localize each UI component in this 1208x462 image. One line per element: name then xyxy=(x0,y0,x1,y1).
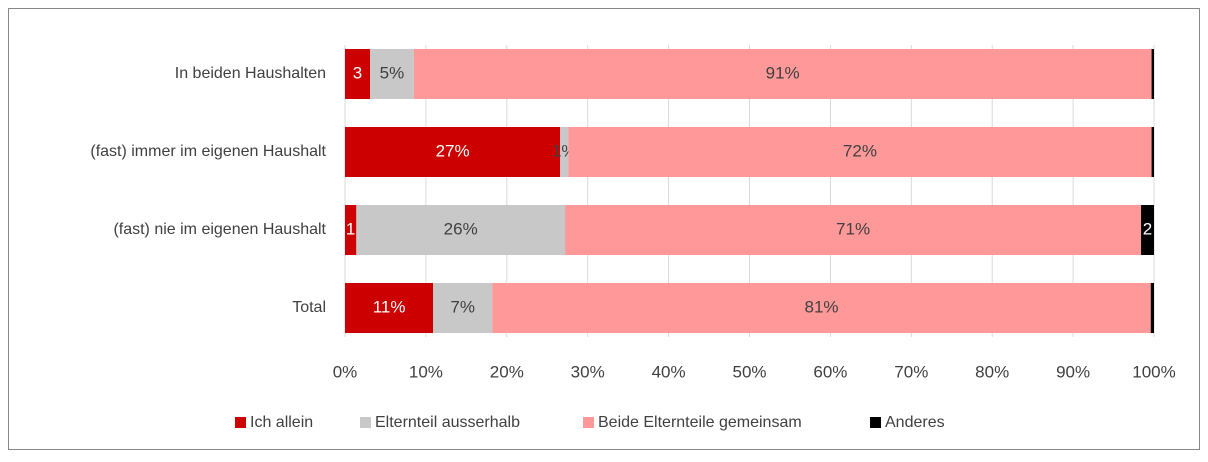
bar-segment xyxy=(345,127,561,177)
data-label: 26% xyxy=(444,219,478,238)
data-label: 91% xyxy=(766,63,800,82)
data-label: 1 xyxy=(346,219,355,238)
x-tick-label: 70% xyxy=(894,362,928,381)
y-tick-label: In beiden Haushalten xyxy=(175,65,326,82)
x-tick-label: 30% xyxy=(571,362,605,381)
legend-swatch xyxy=(360,417,371,428)
legend-label: Ich allein xyxy=(250,414,313,431)
bar-segment xyxy=(345,205,357,255)
bar-segment xyxy=(1141,205,1154,255)
legend-swatch xyxy=(235,417,246,428)
y-tick-label: Total xyxy=(292,299,326,316)
x-tick-label: 90% xyxy=(1056,362,1090,381)
bar-segment xyxy=(568,127,1152,177)
data-label: 3 xyxy=(353,63,362,82)
bar-segment xyxy=(413,49,1152,99)
bar-segment xyxy=(1151,49,1154,99)
y-tick-label: (fast) immer im eigenen Haushalt xyxy=(90,143,326,160)
x-tick-label: 0% xyxy=(333,362,358,381)
bar-segment xyxy=(1150,283,1154,333)
x-tick-label: 100% xyxy=(1132,362,1175,381)
data-label: 72% xyxy=(843,141,877,160)
bar-segment xyxy=(370,49,414,99)
legend-swatch xyxy=(870,417,881,428)
data-label: 27% xyxy=(436,141,470,160)
data-label: 71% xyxy=(836,219,870,238)
x-tick-label: 40% xyxy=(652,362,686,381)
legend-label: Elternteil ausserhalb xyxy=(375,414,520,431)
data-label: 2 xyxy=(1143,219,1152,238)
legend-label: Anderes xyxy=(885,414,945,431)
bar-segment xyxy=(1151,127,1154,177)
data-label: 81% xyxy=(804,297,838,316)
x-tick-label: 50% xyxy=(732,362,766,381)
y-tick-label: (fast) nie im eigenen Haushalt xyxy=(113,221,326,238)
bar-segment xyxy=(345,283,434,333)
bar-segment xyxy=(492,283,1151,333)
data-label: 5% xyxy=(380,63,405,82)
x-tick-label: 20% xyxy=(490,362,524,381)
bar-segment xyxy=(560,127,569,177)
legend-label: Beide Elternteile gemeinsam xyxy=(598,414,802,431)
data-label: 11% xyxy=(373,297,406,316)
bar-segment xyxy=(356,205,566,255)
bar-segment xyxy=(345,49,371,99)
bar-segment xyxy=(433,283,493,333)
x-tick-label: 80% xyxy=(975,362,1009,381)
legend-swatch xyxy=(583,417,594,428)
data-label: 7% xyxy=(450,297,475,316)
x-tick-label: 60% xyxy=(813,362,847,381)
x-tick-label: 10% xyxy=(409,362,443,381)
bar-segment xyxy=(565,205,1142,255)
